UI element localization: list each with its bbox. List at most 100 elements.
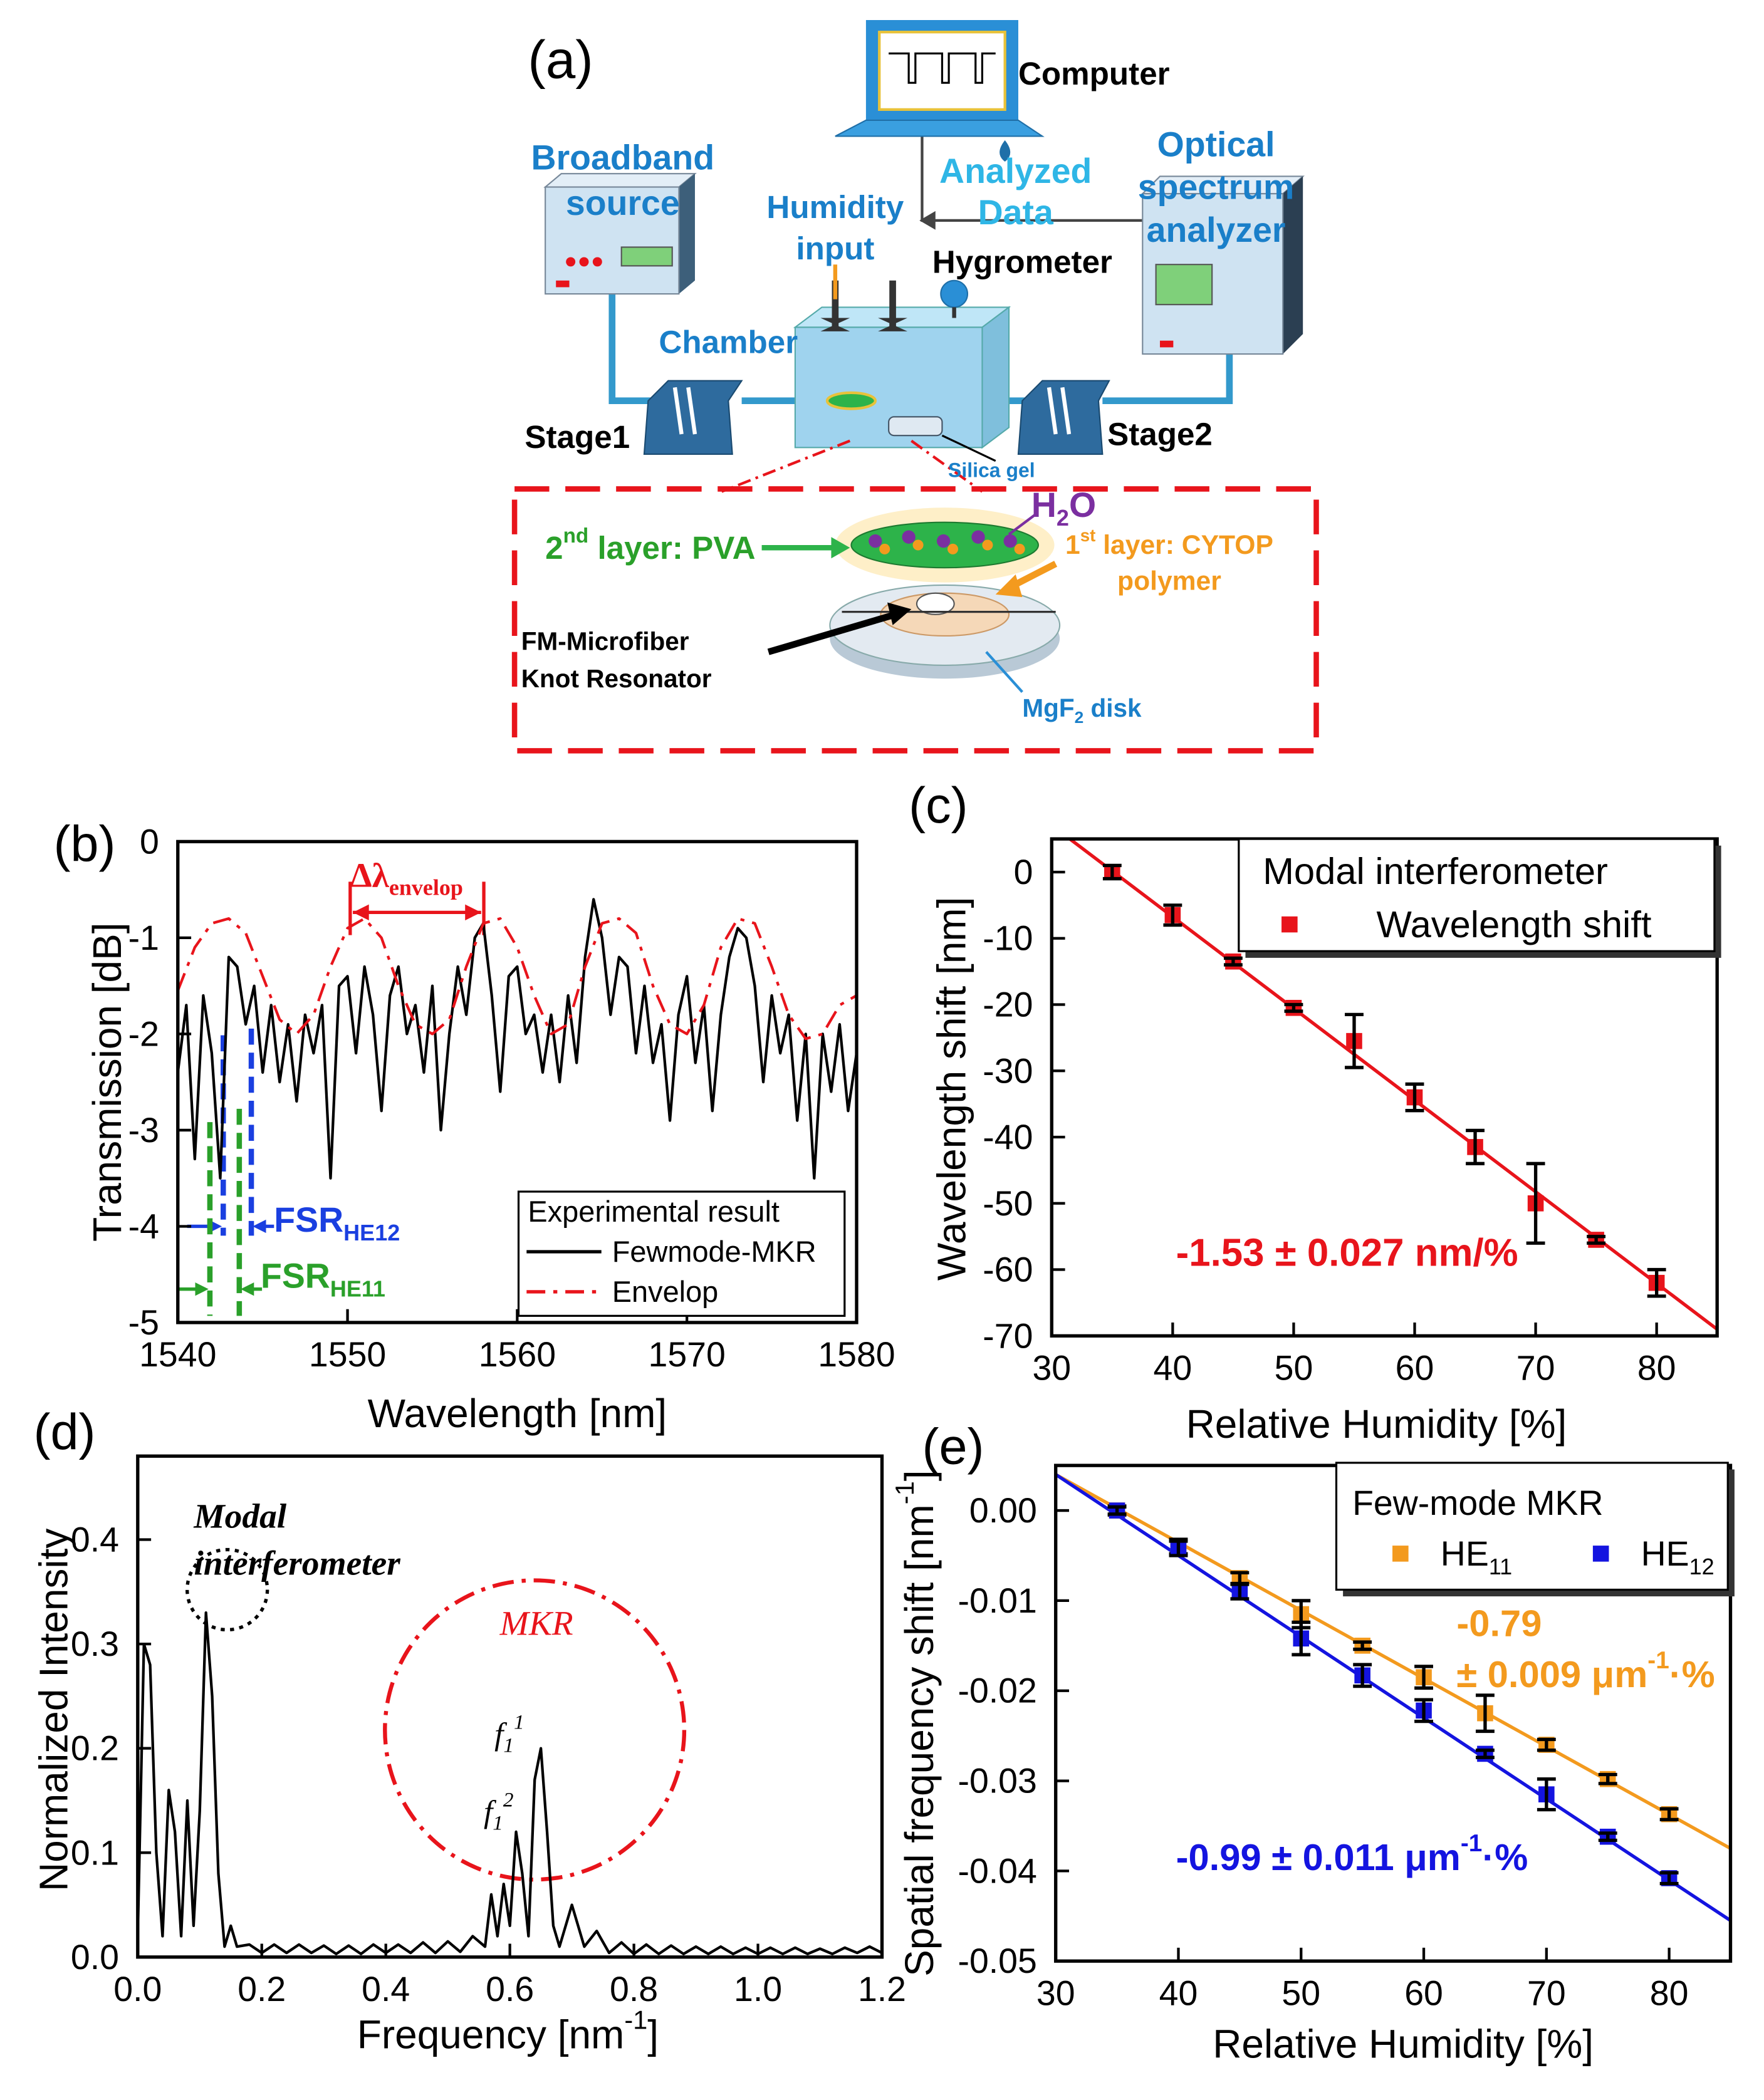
text-part: st [1080,526,1096,545]
x-axis-label: Relative Humidity [%] [1213,2021,1594,2066]
series-line [176,917,858,1041]
arrow-head [253,1219,266,1234]
y-tick-label: -70 [983,1316,1033,1355]
y-tick-label: -0.05 [958,1941,1036,1980]
x-tick-label: 1.0 [734,1970,782,2009]
error-bar [1476,1749,1495,1759]
text-part: FSR [261,1256,330,1295]
series-line [136,1611,883,1955]
series-line [1055,1473,1731,1850]
molecule [912,539,924,551]
molecule [982,539,993,551]
x-tick-label: 60 [1396,1348,1434,1387]
x-tick-label: 1540 [139,1335,216,1374]
arrow-head [919,211,936,230]
plot-frame [176,839,859,1324]
y-tick-label: -30 [983,1051,1033,1090]
panel-label: (e) [922,1418,984,1475]
x-tick-label: 50 [1281,1973,1320,2012]
molecule [1014,543,1025,554]
text-part: HE12 [343,1220,400,1245]
laptop-base [835,119,1045,137]
diagram-label: H2O [1031,486,1096,531]
knob [566,257,576,267]
stage-clamp [686,387,697,435]
diagram-label: Broadband [531,138,715,177]
silica-gel [888,416,943,437]
series-line [176,898,859,1180]
zoom-box [511,486,1319,754]
molecule [1003,534,1017,548]
zoom-line [911,439,983,493]
panel-label: (a) [528,30,593,90]
x-tick-label: 0.4 [362,1970,410,2009]
text-part: ] [897,1470,942,1481]
arrow-head [995,574,1023,598]
h2o-pointer [1008,513,1036,536]
text-part: ·% [1482,1836,1528,1878]
arrow-head [353,904,369,921]
x-tick-label: 30 [1032,1348,1071,1387]
y-tick-label: -50 [983,1184,1033,1223]
x-tick-label: 1.2 [858,1970,906,2009]
annotation: FSRHE12 [274,1200,400,1245]
text-part: -0.99 ± 0.011 μm [1176,1836,1461,1878]
x-tick-label: 50 [1275,1348,1313,1387]
error-bar [1647,1267,1666,1298]
y-axis-label: Normalized Intensity [31,1529,76,1891]
text-part: -1 [1647,1647,1669,1674]
legend-box [1335,1462,1729,1591]
annotation: ± 0.009 μm-1·% [1456,1647,1714,1695]
error-bar [1292,1620,1311,1656]
legend-box [517,1190,846,1317]
error-bar [1353,1663,1372,1688]
y-tick-label: -0.03 [958,1762,1036,1801]
error-bar [1587,1235,1606,1245]
disk-pointer [985,651,1023,693]
text-part: layer: PVA [588,530,755,566]
diagram-label: Knot Resonator [521,664,712,693]
text-part: 2 [503,1788,514,1811]
legend-title: Modal interferometer [1263,850,1608,892]
diagram-label: Silica gel [948,459,1035,482]
error-bar [1345,1012,1364,1069]
text-part: 1 [1065,530,1080,560]
y-tick-label: 0.00 [969,1491,1037,1530]
water-molecules [869,530,1025,554]
annotation: FSRHE11 [261,1256,385,1301]
diagram-label: Computer [1018,56,1170,91]
x-tick-label: 0.8 [610,1970,658,2009]
y-tick-label: -0.01 [958,1581,1036,1620]
y-tick-label: -2 [128,1014,159,1053]
source-screen [620,246,673,267]
error-bar [1598,1831,1617,1843]
y-tick-label: -0.04 [958,1851,1036,1890]
chamber-side [981,306,1010,449]
text-part: O [1069,486,1096,524]
x-axis-label: Frequency [nm-1] [357,2005,659,2057]
sensor [825,391,877,410]
diagram-label: source [566,184,680,222]
osa-side [1283,176,1303,355]
y-axis-label: Spatial frequency shift [nm-1] [890,1470,942,1976]
molecule [947,543,959,554]
annotation: f12 [484,1788,513,1834]
arrow-head [240,1282,254,1296]
x-tick-label: 80 [1650,1973,1689,2012]
fiber [608,274,655,405]
x-tick-label: 0.2 [237,1970,286,2009]
y-tick-label: 0 [1014,853,1033,891]
y-tick-label: 0 [140,822,159,861]
y-axis-label: Transmission [dB] [85,922,130,1241]
y-tick-label: -20 [983,985,1033,1024]
annotation: -0.99 ± 0.011 μm-1·% [1176,1830,1528,1878]
diagram-label: polymer [1117,566,1221,596]
osa-screen [1155,264,1213,306]
knob [592,257,602,267]
error-bar [1598,1772,1617,1786]
y-tick-label: -5 [128,1303,159,1342]
panel-label: (b) [53,816,115,873]
x-tick-label: 70 [1527,1973,1566,2012]
error-bar [1659,1807,1679,1822]
